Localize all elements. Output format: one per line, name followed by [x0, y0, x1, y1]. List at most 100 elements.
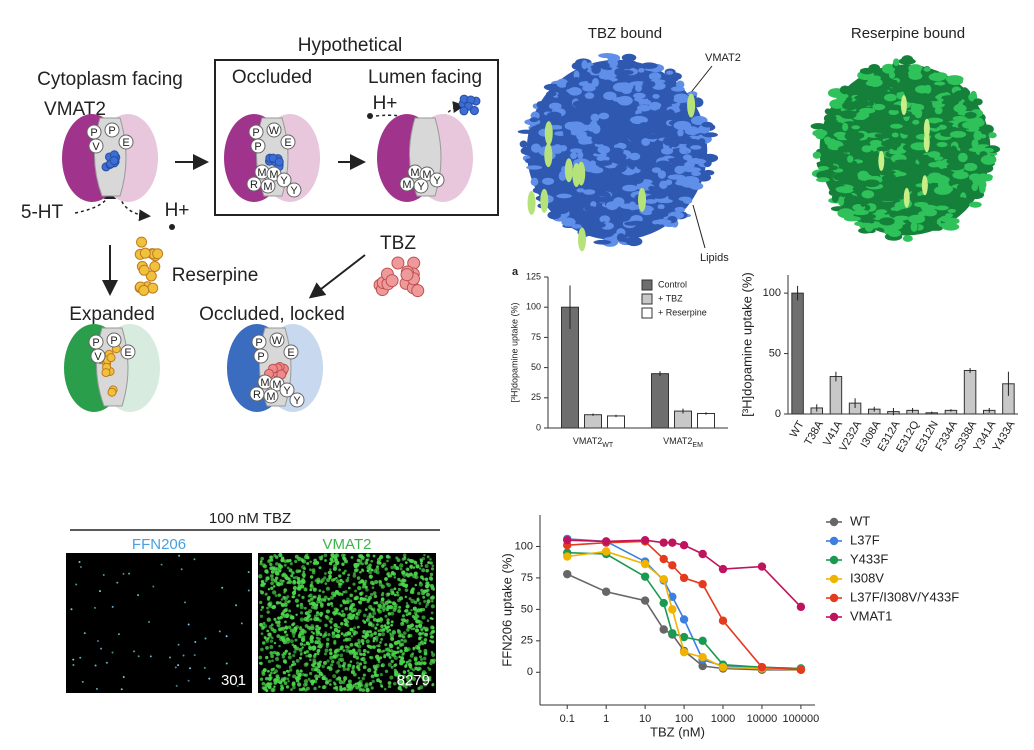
cell — [423, 553, 426, 557]
cell — [362, 652, 366, 657]
cell — [420, 562, 423, 565]
cell — [338, 568, 342, 572]
cell — [221, 586, 224, 589]
density-blob — [614, 216, 630, 222]
ligand — [400, 268, 414, 282]
cell — [301, 572, 306, 578]
cell — [385, 582, 389, 586]
data-point — [698, 636, 707, 646]
cell — [352, 582, 356, 586]
y-tick-label: 25 — [521, 635, 533, 647]
cell — [374, 580, 379, 585]
cell — [394, 593, 397, 597]
cell — [330, 595, 334, 600]
density-blob — [629, 81, 647, 86]
cell — [329, 651, 333, 656]
density-blob — [947, 208, 956, 213]
microscopy-title: 100 nM TBZ — [209, 510, 291, 527]
data-point — [563, 569, 572, 579]
cell — [272, 585, 276, 588]
cell — [314, 668, 318, 672]
cell — [423, 600, 427, 603]
cell — [351, 614, 354, 618]
cell — [356, 625, 360, 629]
cell — [275, 562, 279, 566]
residue-label: P — [90, 127, 97, 139]
residue-label: Y — [433, 175, 441, 187]
bar — [963, 369, 977, 415]
cell — [178, 554, 181, 557]
cell — [337, 592, 342, 596]
cell — [310, 581, 314, 585]
density-blob — [888, 104, 902, 111]
cell — [296, 604, 299, 607]
cell — [340, 645, 344, 649]
ligand — [136, 236, 148, 248]
cell — [367, 667, 372, 673]
cell — [273, 617, 277, 621]
density-blob — [674, 206, 686, 213]
density-blob — [659, 95, 668, 103]
lipid — [572, 163, 581, 188]
cell — [346, 613, 351, 618]
density-blob — [616, 233, 626, 242]
cell — [407, 669, 410, 673]
cell — [332, 674, 337, 679]
cell — [338, 626, 341, 629]
density-blob — [821, 150, 838, 161]
density-blob — [886, 187, 895, 196]
density-blob — [971, 139, 979, 149]
cell — [272, 650, 277, 655]
cell — [393, 587, 397, 591]
density-blob — [525, 158, 534, 164]
cell — [321, 664, 325, 669]
cell — [301, 646, 304, 649]
cell — [377, 644, 381, 648]
density-blob — [679, 145, 689, 155]
cell — [266, 606, 269, 610]
density-blob — [861, 145, 872, 153]
bar — [651, 373, 669, 429]
series-line — [567, 539, 802, 608]
flow-arrow — [439, 101, 465, 129]
density-blob — [879, 217, 895, 226]
cell — [323, 576, 327, 580]
cell — [368, 605, 373, 610]
legend-swatch — [641, 293, 653, 305]
cell — [301, 595, 305, 600]
cell — [278, 644, 281, 648]
legend-label: + Reserpine — [658, 307, 707, 317]
cell — [420, 661, 424, 665]
cell — [335, 634, 339, 638]
density-blob — [854, 221, 864, 226]
cell — [391, 591, 395, 595]
cell — [266, 617, 271, 622]
cell — [391, 652, 395, 656]
cell — [349, 642, 354, 647]
cell — [247, 589, 250, 592]
cell — [396, 591, 399, 594]
cell — [331, 560, 334, 563]
density-blob — [657, 204, 665, 210]
density-blob — [935, 99, 942, 107]
y-tick-label: 125 — [526, 271, 541, 281]
data-point — [679, 540, 689, 550]
cell — [364, 579, 368, 583]
density-blob — [836, 93, 847, 103]
cell — [323, 595, 328, 600]
density-blob — [567, 73, 575, 83]
density-blob — [550, 188, 563, 195]
cell — [301, 672, 305, 677]
cell — [382, 603, 386, 607]
cell — [378, 604, 383, 610]
cell — [275, 664, 279, 668]
cell — [354, 589, 358, 593]
cell — [420, 588, 424, 592]
cell — [419, 581, 422, 584]
residue — [280, 134, 296, 150]
cell — [282, 651, 287, 656]
cell — [310, 597, 314, 601]
cell — [299, 669, 303, 673]
data-point — [659, 574, 668, 584]
cell — [291, 623, 295, 627]
